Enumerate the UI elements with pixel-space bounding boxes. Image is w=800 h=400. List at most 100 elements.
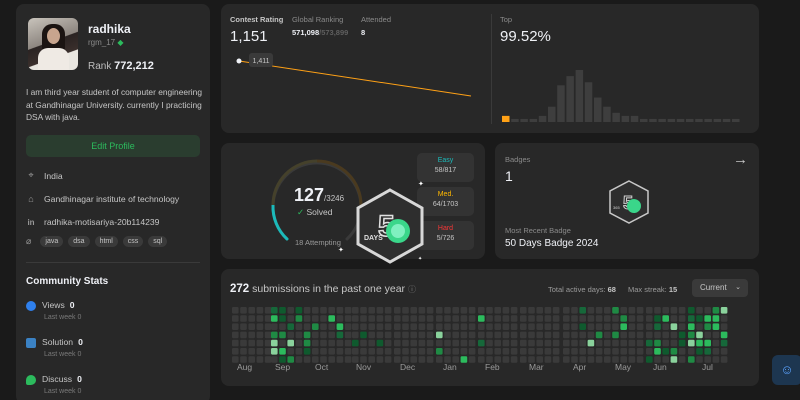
heatmap-cell[interactable]: [536, 307, 543, 314]
heatmap-cell[interactable]: [410, 356, 417, 363]
heatmap-cell[interactable]: [662, 348, 669, 355]
heatmap-cell[interactable]: [604, 348, 611, 355]
heatmap-cell[interactable]: [452, 315, 459, 322]
heatmap-cell[interactable]: [478, 323, 485, 330]
heatmap-cell[interactable]: [460, 356, 468, 363]
heatmap-cell[interactable]: [279, 331, 286, 339]
heatmap-cell[interactable]: [248, 315, 255, 322]
heatmap-cell[interactable]: [436, 315, 443, 322]
heatmap-cell[interactable]: [271, 315, 278, 322]
heatmap-cell[interactable]: [360, 307, 367, 314]
heatmap-cell[interactable]: [336, 315, 344, 322]
heatmap-cell[interactable]: [344, 331, 352, 339]
rating-histogram[interactable]: [502, 66, 747, 122]
heatmap-cell[interactable]: [426, 339, 434, 347]
heatmap-cell[interactable]: [394, 315, 401, 322]
heatmap-cell[interactable]: [452, 323, 459, 330]
heatmap-cell[interactable]: [336, 356, 344, 363]
heatmap-cell[interactable]: [510, 323, 518, 330]
heatmap-cell[interactable]: [468, 323, 476, 330]
heatmap-cell[interactable]: [402, 315, 409, 322]
heatmap-cell[interactable]: [544, 339, 552, 347]
heatmap-cell[interactable]: [279, 348, 286, 355]
heatmap-cell[interactable]: [460, 348, 468, 355]
heatmap-cell[interactable]: [704, 348, 711, 355]
heatmap-cell[interactable]: [352, 339, 359, 347]
heatmap-cell[interactable]: [571, 331, 578, 339]
heatmap-cell[interactable]: [240, 348, 247, 355]
heatmap-cell[interactable]: [520, 315, 527, 322]
arrow-right-icon[interactable]: →: [733, 151, 748, 168]
heatmap-cell[interactable]: [620, 315, 627, 322]
heatmap-cell[interactable]: [587, 331, 595, 339]
easy-stat[interactable]: Easy 58/817: [417, 153, 474, 182]
heatmap-cell[interactable]: [595, 339, 603, 347]
heatmap-cell[interactable]: [587, 339, 595, 347]
heatmap-cell[interactable]: [704, 331, 711, 339]
heatmap-cell[interactable]: [678, 323, 686, 330]
heatmap-cell[interactable]: [320, 331, 327, 339]
heatmap-cell[interactable]: [376, 331, 384, 339]
heatmap-cell[interactable]: [510, 307, 518, 314]
heatmap-cell[interactable]: [248, 331, 255, 339]
heatmap-cell[interactable]: [636, 307, 644, 314]
heatmap-cell[interactable]: [510, 339, 518, 347]
heatmap-cell[interactable]: [295, 307, 303, 314]
heatmap-cell[interactable]: [248, 356, 255, 363]
heatmap-cell[interactable]: [502, 307, 510, 314]
skill-tag[interactable]: css: [122, 236, 144, 247]
heatmap-cell[interactable]: [704, 356, 711, 363]
heatmap-cell[interactable]: [320, 307, 327, 314]
heatmap-cell[interactable]: [720, 331, 728, 339]
heatmap-cell[interactable]: [636, 339, 644, 347]
heatmap-cell[interactable]: [368, 348, 375, 355]
heatmap-cell[interactable]: [232, 331, 239, 339]
heatmap-cell[interactable]: [502, 339, 510, 347]
heatmap-cell[interactable]: [452, 356, 459, 363]
heatmap-cell[interactable]: [494, 323, 501, 330]
heatmap-cell[interactable]: [552, 331, 560, 339]
heatmap-cell[interactable]: [620, 348, 627, 355]
heatmap-cell[interactable]: [410, 339, 417, 347]
heatmap-cell[interactable]: [418, 348, 426, 355]
heatmap-cell[interactable]: [444, 331, 451, 339]
heatmap-cell[interactable]: [510, 315, 518, 322]
heatmap-cell[interactable]: [536, 331, 543, 339]
heatmap-cell[interactable]: [402, 356, 409, 363]
heatmap-cell[interactable]: [426, 315, 434, 322]
heatmap-cell[interactable]: [528, 348, 535, 355]
heatmap-cell[interactable]: [402, 339, 409, 347]
heatmap-cell[interactable]: [612, 331, 619, 339]
heatmap-cell[interactable]: [444, 323, 451, 330]
heatmap-cell[interactable]: [295, 323, 303, 330]
help-chat-button[interactable]: ☺: [772, 355, 800, 385]
heatmap-cell[interactable]: [696, 331, 703, 339]
heatmap-cell[interactable]: [328, 356, 335, 363]
heatmap-cell[interactable]: [563, 356, 570, 363]
heatmap-cell[interactable]: [452, 307, 459, 314]
heatmap-cell[interactable]: [410, 323, 417, 330]
heatmap-cell[interactable]: [336, 339, 344, 347]
heatmap-cell[interactable]: [312, 356, 319, 363]
heatmap-cell[interactable]: [352, 307, 359, 314]
heatmap-cell[interactable]: [552, 315, 560, 322]
heatmap-cell[interactable]: [271, 323, 278, 330]
heatmap-cell[interactable]: [678, 348, 686, 355]
heatmap-cell[interactable]: [604, 315, 611, 322]
heatmap-cell[interactable]: [628, 315, 636, 322]
heatmap-cell[interactable]: [662, 315, 669, 322]
heatmap-cell[interactable]: [376, 348, 384, 355]
heatmap-cell[interactable]: [636, 315, 644, 322]
heatmap-cell[interactable]: [552, 307, 560, 314]
heatmap-cell[interactable]: [636, 323, 644, 330]
heatmap-cell[interactable]: [654, 348, 661, 355]
heatmap-cell[interactable]: [696, 339, 703, 347]
avatar[interactable]: [28, 18, 78, 70]
heatmap-cell[interactable]: [654, 315, 661, 322]
heatmap-cell[interactable]: [384, 356, 392, 363]
heatmap-cell[interactable]: [520, 339, 527, 347]
heatmap-cell[interactable]: [444, 356, 451, 363]
heatmap-cell[interactable]: [368, 339, 375, 347]
heatmap-cell[interactable]: [410, 315, 417, 322]
heatmap-cell[interactable]: [720, 348, 728, 355]
